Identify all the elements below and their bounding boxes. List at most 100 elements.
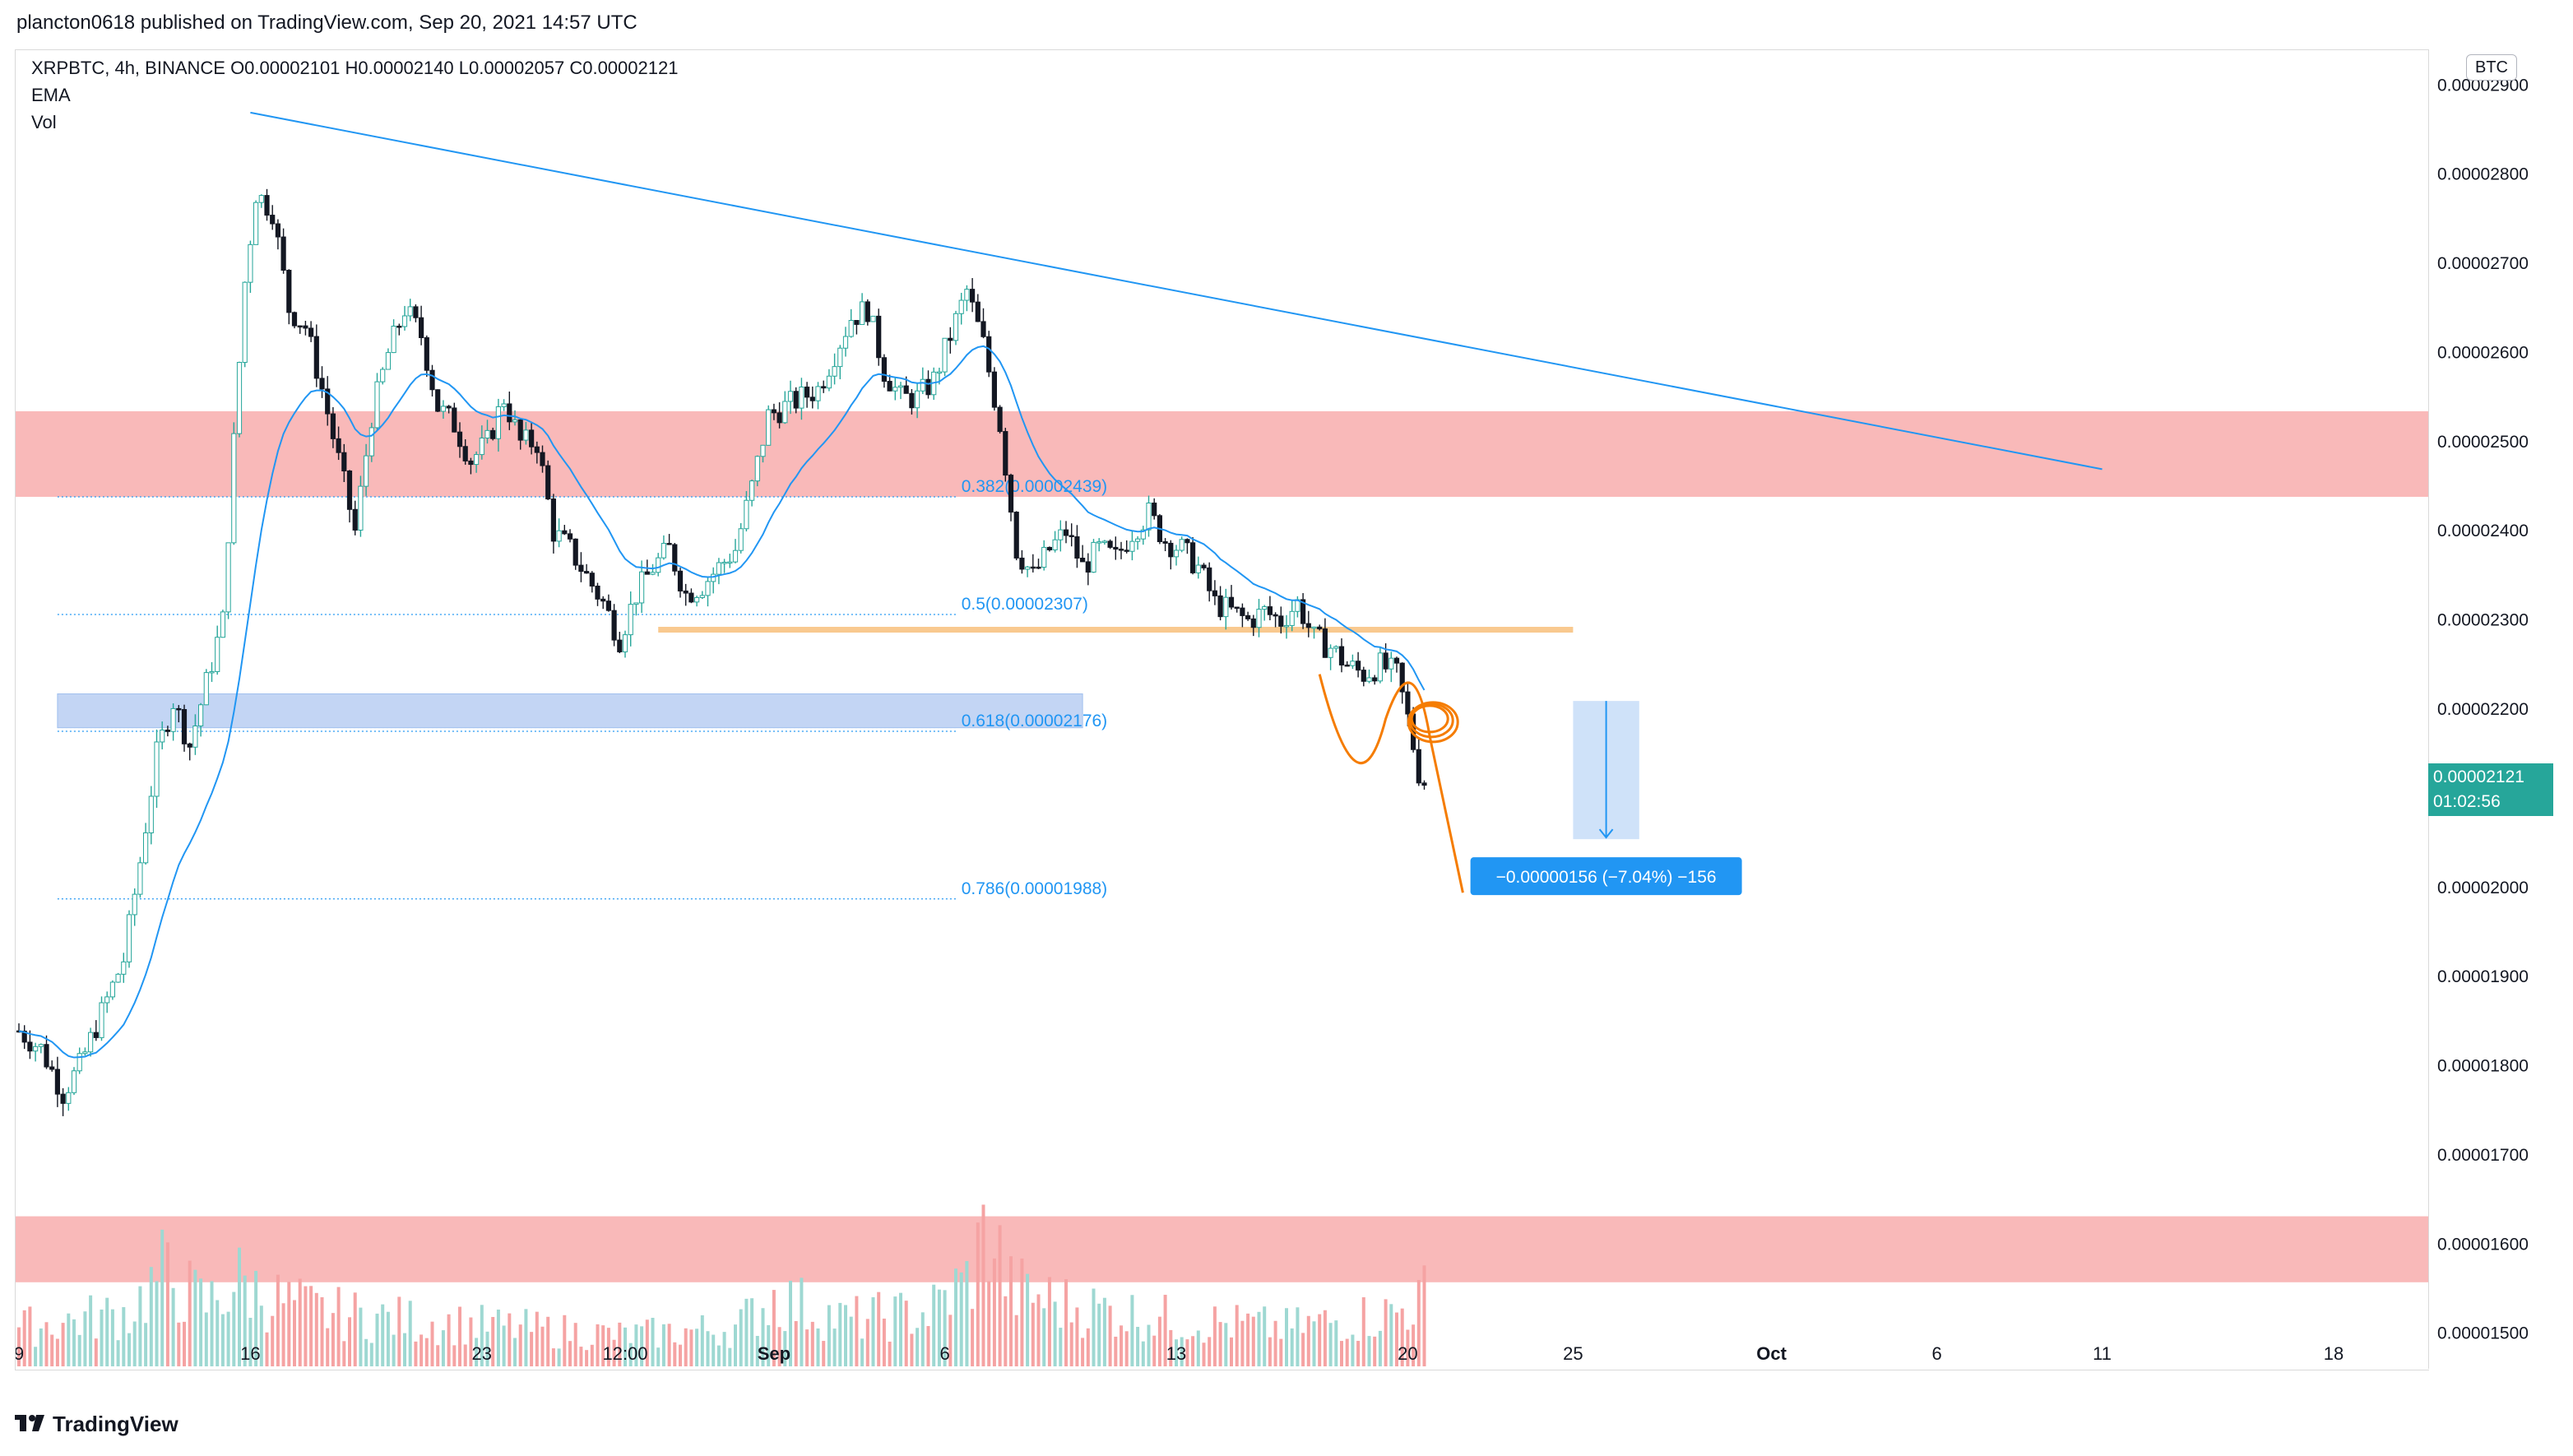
- volume-bar: [767, 1324, 771, 1366]
- volume-bar: [61, 1323, 65, 1366]
- volume-bar: [916, 1328, 920, 1366]
- candle-body: [1317, 626, 1323, 629]
- volume-bar: [700, 1315, 704, 1366]
- candle-body: [656, 557, 661, 573]
- candle-body: [1113, 546, 1119, 550]
- volume-bar: [392, 1334, 396, 1366]
- volume-bar: [193, 1269, 197, 1366]
- volume-bar: [1263, 1306, 1267, 1366]
- volume-bar: [304, 1286, 308, 1366]
- volume-bar: [1009, 1256, 1013, 1366]
- candle-body: [925, 378, 931, 396]
- candle-body: [330, 413, 336, 439]
- candle-body: [1393, 657, 1400, 664]
- volume-bar: [1400, 1308, 1404, 1366]
- volume-bar: [1356, 1341, 1361, 1366]
- candle-body: [248, 243, 253, 283]
- volume-bar: [827, 1305, 831, 1366]
- volume-bar: [684, 1328, 688, 1366]
- candle-body: [380, 369, 386, 383]
- currency-badge[interactable]: BTC: [2466, 54, 2517, 81]
- candle-body: [446, 406, 452, 409]
- volume-bar: [183, 1321, 186, 1366]
- price-tick-label: 0.00001900: [2437, 967, 2529, 986]
- candle-body: [595, 585, 600, 600]
- volume-bar: [612, 1339, 616, 1366]
- candle-body: [975, 301, 981, 322]
- candle-body: [1019, 557, 1025, 570]
- volume-bar: [144, 1323, 148, 1366]
- volume-bar: [1367, 1336, 1371, 1366]
- candle-body: [666, 543, 672, 545]
- volume-bar: [1180, 1337, 1184, 1366]
- candle-body: [1190, 542, 1196, 573]
- volume-bar: [1235, 1305, 1239, 1366]
- chart-pane[interactable]: 0.382(0.00002439) 0.5(0.00002307) 0.618(0.…: [15, 49, 2429, 1370]
- candle-body: [407, 306, 413, 317]
- candle-body: [1399, 662, 1405, 693]
- candle-body: [1289, 610, 1295, 626]
- candle-body: [374, 381, 380, 429]
- volume-bar: [430, 1321, 434, 1366]
- volume-bar: [508, 1313, 512, 1366]
- candle-body: [589, 573, 595, 587]
- candle-body: [1179, 539, 1185, 551]
- candle-body: [495, 406, 501, 439]
- candle-body: [192, 725, 198, 748]
- volume-bar: [712, 1334, 716, 1366]
- candle-body: [870, 315, 876, 322]
- candle-body: [699, 595, 705, 598]
- volume-bar: [436, 1345, 440, 1366]
- candle-body: [71, 1070, 77, 1093]
- volume-bar: [1224, 1323, 1228, 1366]
- candle-body: [27, 1041, 33, 1052]
- candle-body: [126, 914, 132, 962]
- price-chart[interactable]: 0.382(0.00002439) 0.5(0.00002307) 0.618(0.…: [16, 50, 2429, 1370]
- volume-bar: [259, 1305, 263, 1366]
- candle-body: [308, 327, 314, 337]
- volume-bar: [695, 1328, 699, 1366]
- volume-bar: [232, 1291, 236, 1366]
- volume-bar: [546, 1316, 550, 1366]
- candle-body: [876, 315, 882, 359]
- volume-bar: [524, 1309, 528, 1366]
- footer-branding[interactable]: TradingView: [15, 1403, 178, 1444]
- volume-bar: [1114, 1336, 1118, 1366]
- volume-bar: [877, 1291, 881, 1366]
- volume-indicator-label[interactable]: Vol: [31, 112, 57, 132]
- candle-body: [556, 530, 562, 542]
- volume-bar: [408, 1301, 412, 1366]
- symbol-ohlc-line[interactable]: XRPBTC, 4h, BINANCE O0.00002101 H0.00002…: [31, 58, 679, 78]
- volume-bar: [1130, 1295, 1134, 1366]
- candle-body: [611, 610, 617, 641]
- volume-bar: [353, 1292, 357, 1366]
- publish-bar: plancton0618 published on TradingView.co…: [0, 0, 2573, 49]
- candle-body: [429, 369, 435, 391]
- candle-body: [1333, 646, 1339, 649]
- volume-bar: [248, 1318, 253, 1366]
- volume-bar: [1014, 1315, 1018, 1366]
- candle-body: [821, 386, 827, 389]
- volume-bar: [1268, 1337, 1272, 1366]
- candle-body: [881, 357, 888, 383]
- candle-body: [264, 195, 270, 216]
- volume-bar: [22, 1310, 26, 1366]
- price-axis[interactable]: 0.00002900 0.00002800 0.00002700 0.00002600…: [2428, 49, 2573, 1369]
- volume-bar: [226, 1311, 230, 1366]
- volume-bar: [1191, 1336, 1195, 1366]
- price-tick-label: 0.00001600: [2437, 1235, 2529, 1254]
- candle-body: [1311, 626, 1317, 629]
- volume-bar: [987, 1281, 991, 1366]
- volume-bar: [348, 1317, 351, 1366]
- candle-body: [44, 1044, 49, 1068]
- candle-body: [953, 313, 959, 341]
- candle-body: [842, 336, 849, 349]
- candle-body: [1168, 542, 1174, 558]
- volume-bar: [810, 1321, 814, 1366]
- volume-bar: [160, 1229, 165, 1366]
- ema-indicator-label[interactable]: EMA: [31, 85, 71, 105]
- volume-bar: [403, 1333, 406, 1366]
- volume-bar: [485, 1331, 489, 1366]
- volume-bar: [265, 1332, 269, 1366]
- volume-bar: [1053, 1301, 1057, 1366]
